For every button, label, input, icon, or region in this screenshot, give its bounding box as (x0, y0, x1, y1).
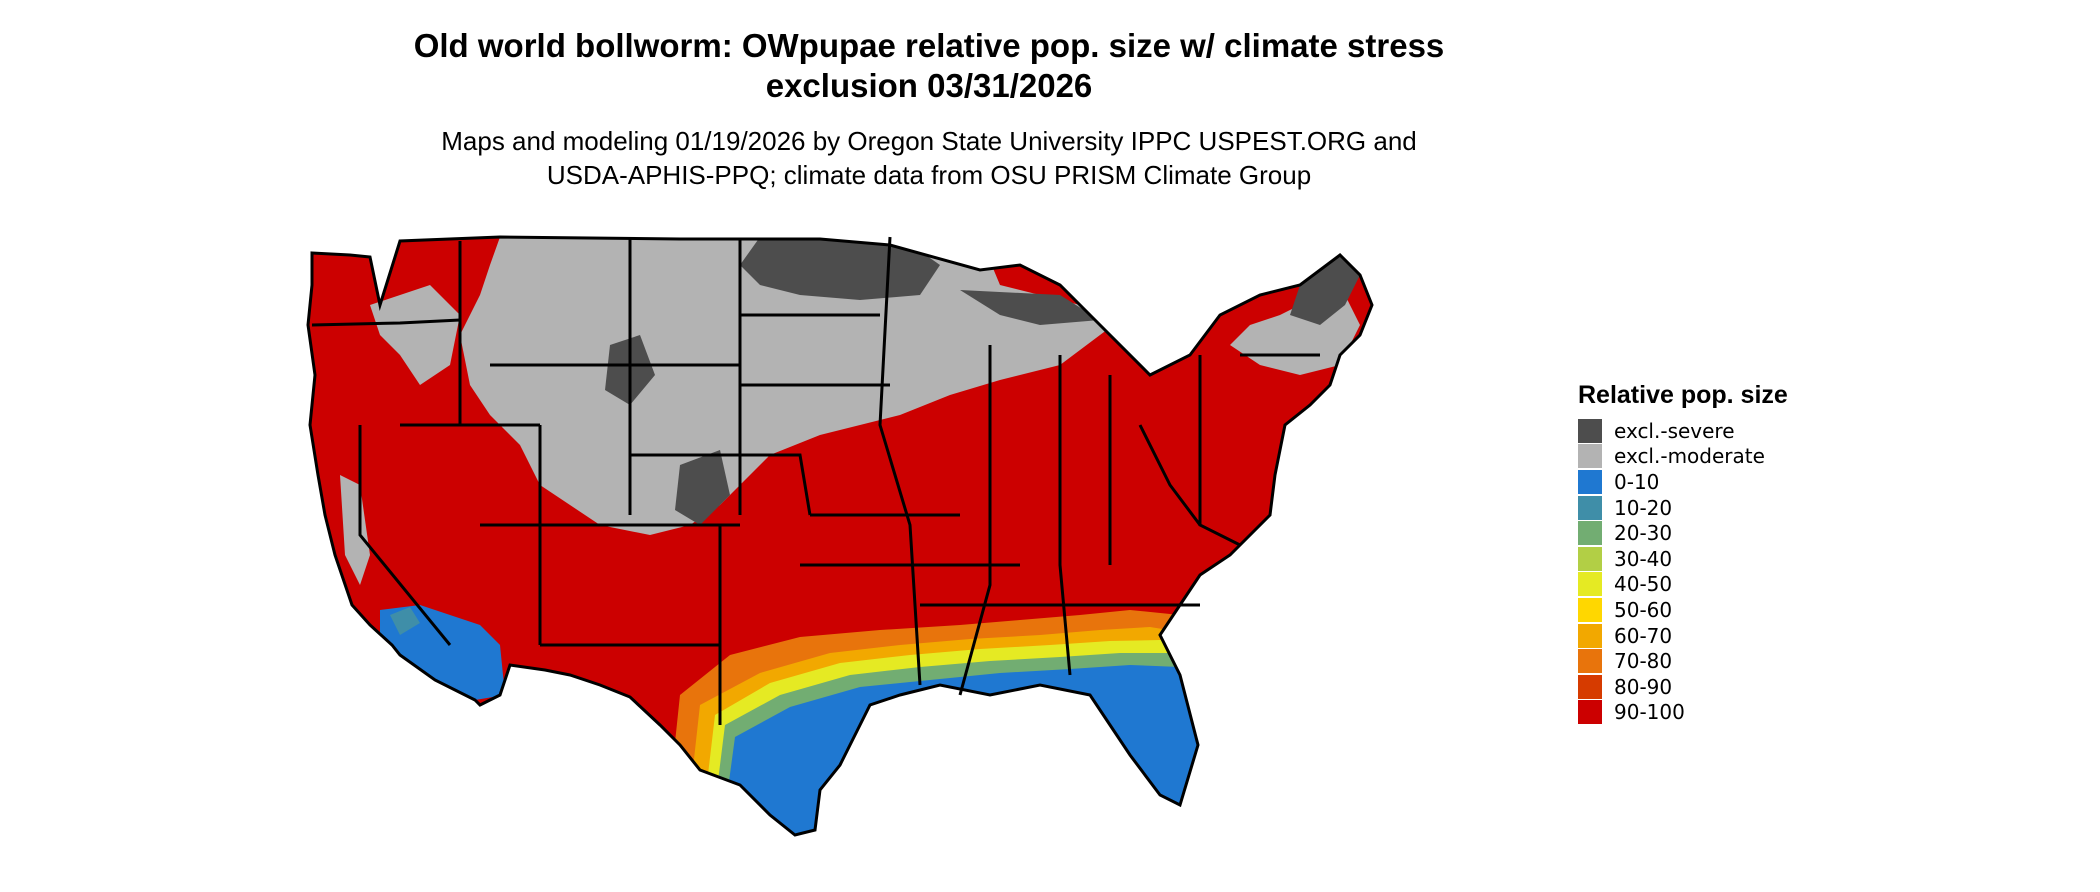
map-title: Old world bollworm: OWpupae relative pop… (0, 26, 1858, 106)
legend-label: 80-90 (1614, 674, 1673, 699)
state-boundaries (306, 235, 1374, 837)
legend-label: 90-100 (1614, 700, 1685, 725)
region-excl-severe-maine (1290, 255, 1360, 325)
legend-label: 0-10 (1614, 469, 1660, 494)
region-10-20-desert (390, 607, 420, 635)
legend-swatch (1578, 649, 1602, 674)
legend-label: 20-30 (1614, 521, 1673, 546)
legend-label: 40-50 (1614, 572, 1673, 597)
legend: Relative pop. size excl.-severe excl.-mod… (1578, 380, 1788, 725)
region-0-10-desert (380, 605, 505, 700)
region-excl-moderate-sierra (340, 475, 370, 585)
legend-item: 40-50 (1578, 572, 1788, 598)
legend-swatch (1578, 546, 1602, 571)
legend-item: 80-90 (1578, 674, 1788, 700)
map-subtitle: Maps and modeling 01/19/2026 by Oregon S… (0, 124, 1858, 192)
legend-label: excl.-moderate (1614, 444, 1765, 469)
legend-item: 0-10 (1578, 469, 1788, 495)
map-fill (308, 237, 1372, 835)
legend-item: 60-70 (1578, 623, 1788, 649)
legend-title: Relative pop. size (1578, 381, 1788, 409)
legend-swatch (1578, 674, 1602, 699)
legend-item: excl.-moderate (1578, 444, 1788, 470)
legend-item: 20-30 (1578, 520, 1788, 546)
subtitle-line-1: Maps and modeling 01/19/2026 by Oregon S… (441, 126, 1417, 156)
legend-swatch (1578, 495, 1602, 520)
legend-items: excl.-severe excl.-moderate 0-10 10-20 20-30… (1578, 418, 1788, 725)
subtitle-line-2: USDA-APHIS-PPQ; climate data from OSU PR… (546, 160, 1312, 190)
title-line-1: Old world bollworm: OWpupae relative pop… (413, 27, 1445, 64)
region-excl-severe-great-lakes (960, 290, 1100, 325)
legend-swatch (1578, 572, 1602, 597)
legend-swatch (1578, 418, 1602, 443)
legend-swatch (1578, 597, 1602, 622)
legend-item: 10-20 (1578, 495, 1788, 521)
legend-item: 90-100 (1578, 700, 1788, 726)
legend-item: 70-80 (1578, 648, 1788, 674)
legend-label: 70-80 (1614, 649, 1673, 674)
us-map (306, 235, 1374, 837)
legend-label: 30-40 (1614, 546, 1673, 571)
legend-swatch (1578, 700, 1602, 725)
legend-label: 50-60 (1614, 597, 1673, 622)
legend-item: excl.-severe (1578, 418, 1788, 444)
title-line-2: exclusion 03/31/2026 (765, 67, 1093, 104)
legend-swatch (1578, 444, 1602, 469)
legend-swatch (1578, 623, 1602, 648)
legend-swatch (1578, 469, 1602, 494)
legend-swatch (1578, 521, 1602, 546)
legend-item: 30-40 (1578, 546, 1788, 572)
legend-label: 10-20 (1614, 495, 1673, 520)
region-excl-severe-colorado (675, 450, 730, 525)
legend-label: excl.-severe (1614, 418, 1735, 443)
region-excl-moderate-northwest (370, 285, 460, 385)
legend-label: 60-70 (1614, 623, 1673, 648)
legend-item: 50-60 (1578, 597, 1788, 623)
